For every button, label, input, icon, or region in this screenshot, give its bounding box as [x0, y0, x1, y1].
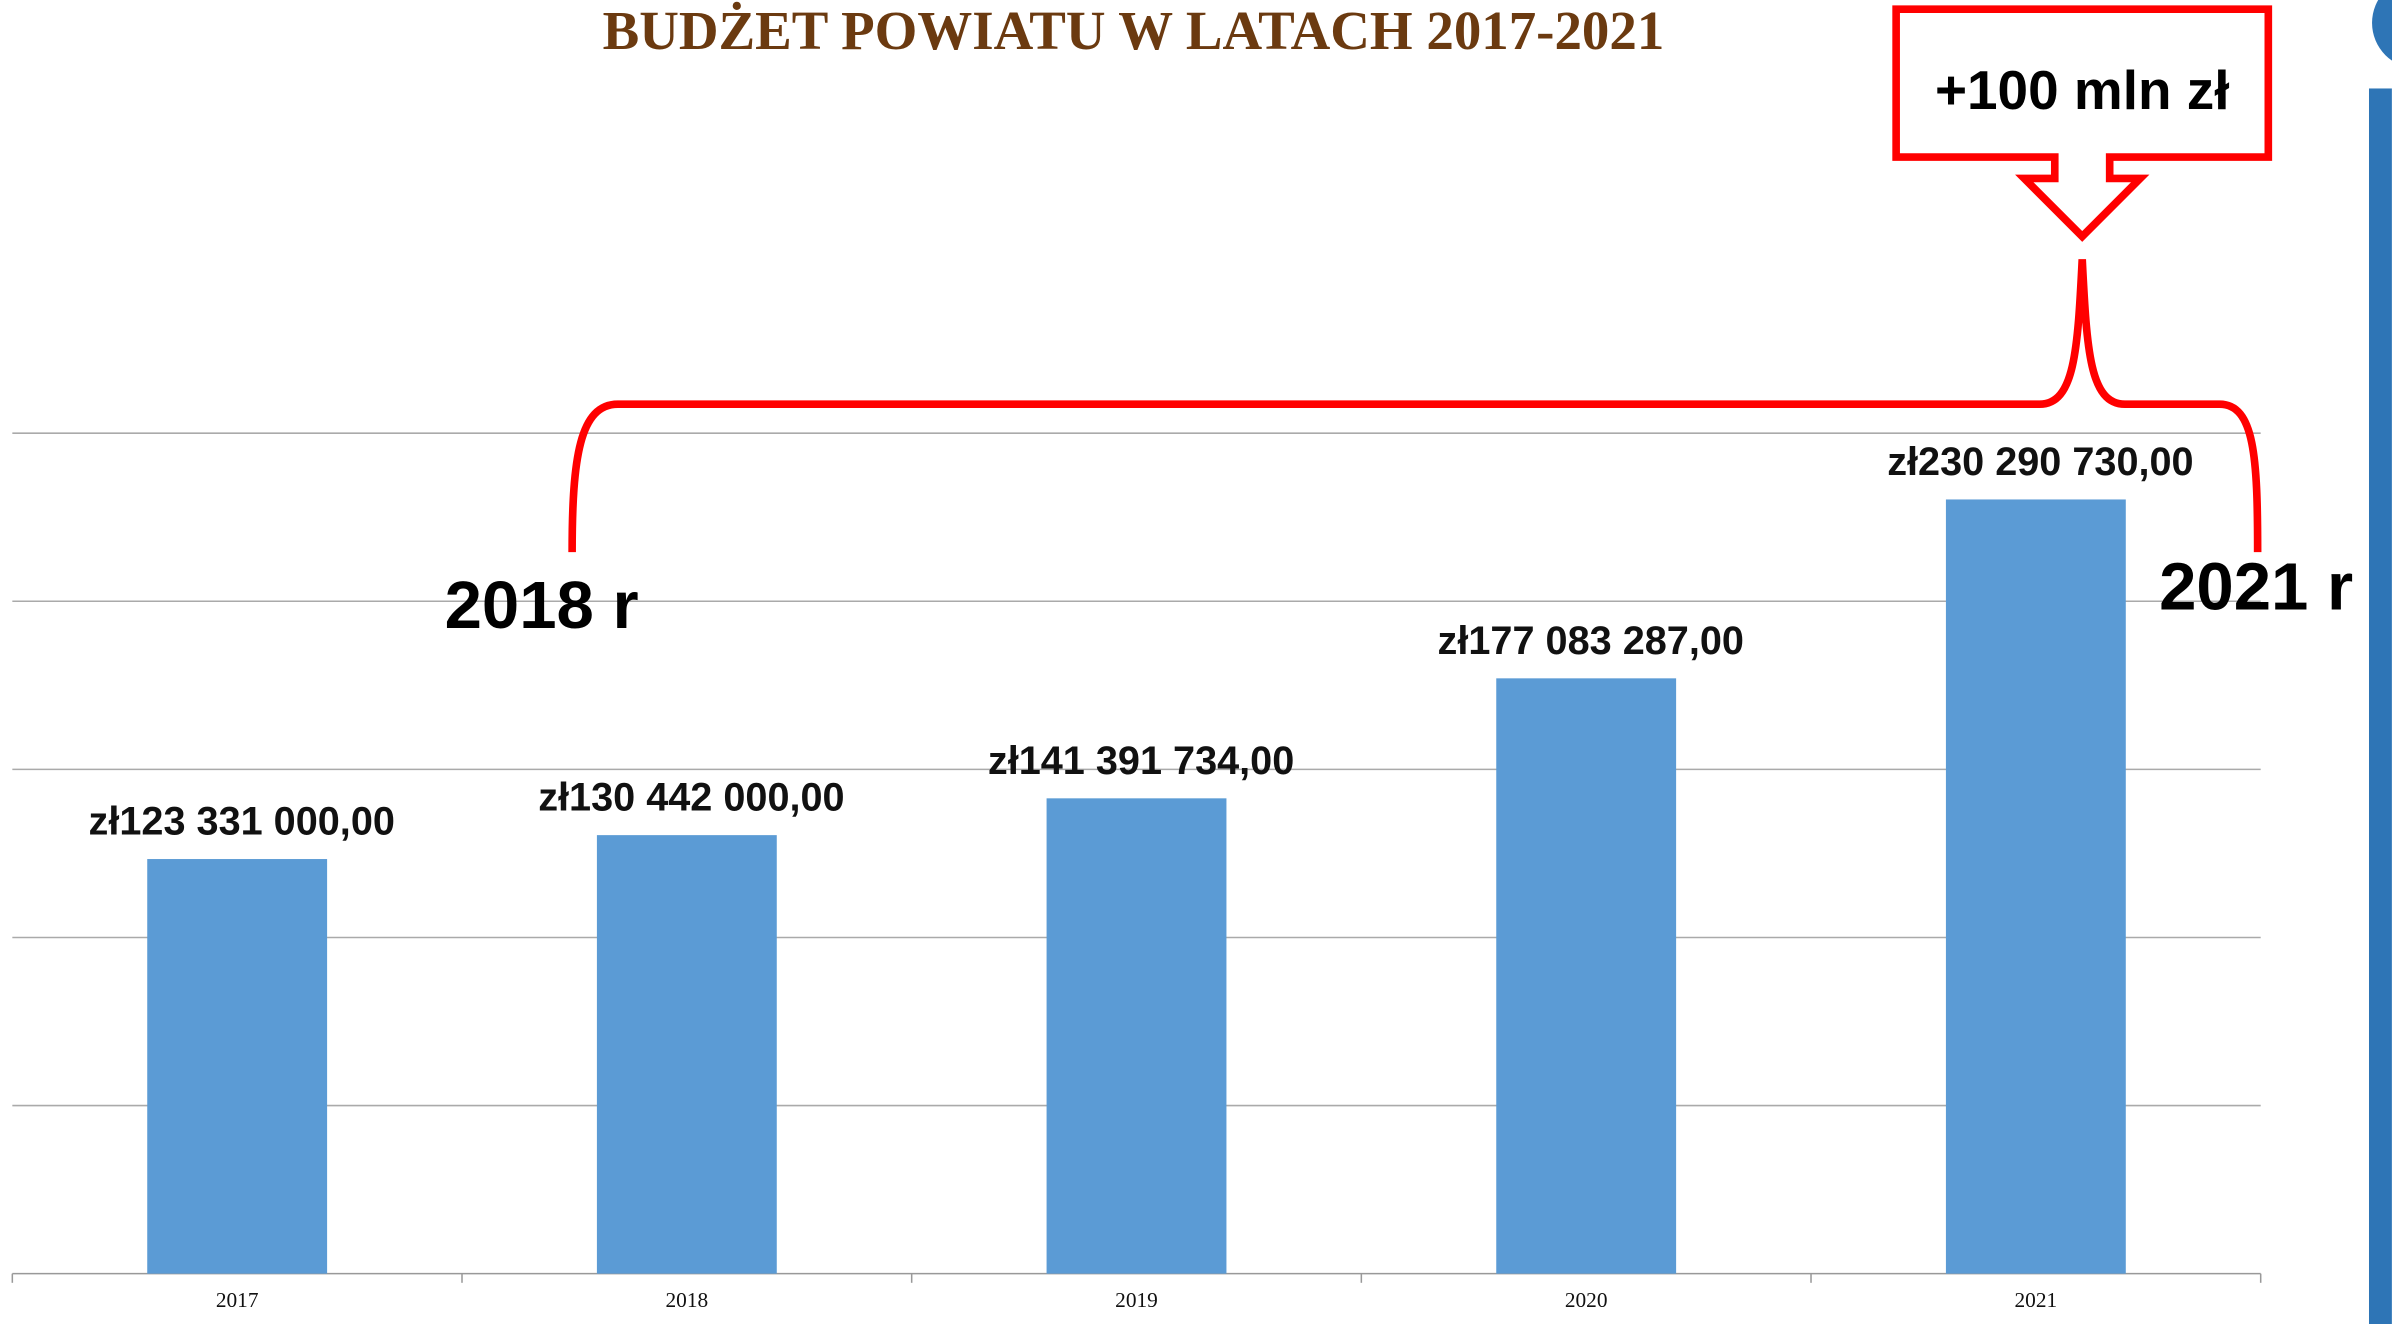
x-tick-label: 2020: [1565, 1288, 1608, 1312]
logo-fragment: [2372, 0, 2392, 61]
callout: [1892, 5, 2273, 242]
bar: [1945, 499, 2126, 1274]
bar: [1496, 678, 1677, 1274]
annotation: 2021 r: [2159, 550, 2353, 625]
plot-area: 2017 zł123 331 000,00 2018 zł130 442 000,00…: [11, 432, 2262, 1312]
bar: [1046, 798, 1227, 1274]
value-label: zł141 391 734,00: [988, 739, 1294, 783]
value-label: zł130 442 000,00: [538, 776, 844, 820]
bar: [596, 835, 777, 1274]
value-label: zł123 331 000,00: [89, 800, 395, 844]
chart-title: BUDŻET POWIATU W LATACH 2017-2021: [603, 0, 1665, 61]
callout-text: +100 mln zł: [1935, 59, 2230, 121]
value-label: zł230 290 730,00: [1887, 440, 2193, 484]
value-label: zł177 083 287,00: [1438, 619, 1744, 663]
x-tick-label: 2021: [2015, 1288, 2058, 1312]
x-tick-label: 2018: [665, 1288, 708, 1312]
x-tick-label: 2019: [1115, 1288, 1158, 1312]
side-bar: [2368, 88, 2392, 1324]
annotation: 2018 r: [445, 568, 639, 643]
bar: [147, 859, 328, 1274]
bracket: [568, 259, 2262, 553]
x-tick-label: 2017: [216, 1288, 259, 1312]
